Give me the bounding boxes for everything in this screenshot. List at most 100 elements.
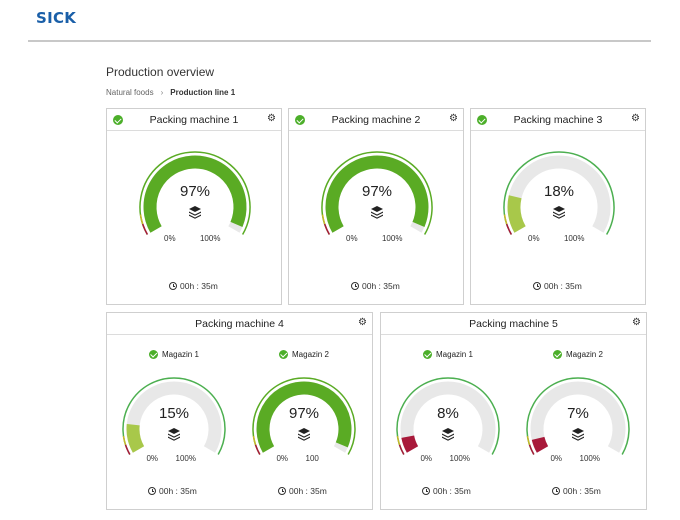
timer-text: 00h : 35m <box>180 281 218 291</box>
clock-icon <box>169 282 177 290</box>
magazin-name: Magazin 2 <box>566 350 603 359</box>
gauge <box>396 377 500 455</box>
status-ok-icon <box>279 350 288 359</box>
gauge <box>139 151 251 235</box>
settings-gear-icon[interactable]: ⚙ <box>631 113 640 124</box>
layers-icon <box>552 205 568 221</box>
gauge-value-arc <box>126 424 145 453</box>
clock-icon <box>278 487 286 495</box>
gauge-mid-zone <box>503 214 508 225</box>
machine-card: Packing machine 1 ⚙ 97% 0% 100% 00h : 35m <box>106 108 282 305</box>
gauge-percent: 8% <box>437 405 459 422</box>
status-ok-icon <box>149 350 158 359</box>
layers-icon <box>297 427 313 443</box>
layers-icon <box>441 427 457 443</box>
timer: 00h : 35m <box>278 486 327 496</box>
settings-gear-icon[interactable]: ⚙ <box>358 317 367 328</box>
gauge-mid-zone <box>396 435 401 445</box>
gauge-outer-ring <box>321 151 433 235</box>
gauge-percent: 7% <box>567 405 589 422</box>
gauge-mid-zone <box>139 214 144 225</box>
gauge <box>526 377 630 455</box>
gauge-max-label: 100 <box>305 453 319 463</box>
machine-card: Packing machine 2 ⚙ 97% 0% 100% 00h : 35m <box>288 108 464 305</box>
clock-icon <box>422 487 430 495</box>
gauge <box>252 377 356 455</box>
gauge-min-label: 0% <box>528 233 540 243</box>
timer-text: 00h : 35m <box>433 486 471 496</box>
gauge-outer-ring <box>252 377 356 455</box>
gauge-value-arc <box>507 195 526 233</box>
magazin-name: Magazin 2 <box>292 350 329 359</box>
card-title: Packing machine 5 <box>469 318 558 330</box>
magazin-label: Magazin 2 <box>279 350 329 359</box>
status-ok-icon <box>477 115 487 125</box>
magazin-label: Magazin 1 <box>149 350 199 359</box>
card-title: Packing machine 3 <box>513 114 603 126</box>
layers-icon <box>370 205 386 221</box>
timer: 00h : 35m <box>148 486 197 496</box>
clock-icon <box>148 487 156 495</box>
breadcrumb: Natural foods › Production line 1 <box>106 88 235 97</box>
gauge <box>503 151 615 235</box>
gauge-low-zone <box>141 223 149 235</box>
gauge-percent: 18% <box>543 183 575 200</box>
gauge-outer-ring <box>526 377 630 455</box>
timer: 00h : 35m <box>422 486 471 496</box>
layers-icon <box>188 205 204 221</box>
card-header: Packing machine 3 ⚙ <box>471 109 645 131</box>
gauge-track <box>400 381 496 453</box>
gauge-track <box>530 381 626 453</box>
sick-logo[interactable]: SICK <box>36 9 77 27</box>
gauge-min-label: 0% <box>346 233 358 243</box>
layers-icon <box>571 427 587 443</box>
gauge <box>122 377 226 455</box>
timer-text: 00h : 35m <box>289 486 327 496</box>
gauge-value-arc <box>143 155 247 233</box>
status-ok-icon <box>553 350 562 359</box>
clock-icon <box>533 282 541 290</box>
settings-gear-icon[interactable]: ⚙ <box>449 113 458 124</box>
gauge-min-label: 0% <box>276 453 289 463</box>
gauge-min-label: 0% <box>420 453 433 463</box>
timer: 00h : 35m <box>552 486 601 496</box>
top-bar: SICK <box>0 0 680 42</box>
magazin-name: Magazin 1 <box>162 350 199 359</box>
timer-text: 00h : 35m <box>544 281 582 291</box>
settings-gear-icon[interactable]: ⚙ <box>632 317 641 328</box>
gauge <box>321 151 433 235</box>
gauge-value-arc <box>401 435 419 453</box>
gauge-max-label: 100% <box>175 453 196 463</box>
settings-gear-icon[interactable]: ⚙ <box>267 113 276 124</box>
card-header: Packing machine 5 ⚙ <box>381 313 646 335</box>
status-ok-icon <box>295 115 305 125</box>
clock-icon <box>351 282 359 290</box>
gauge-percent: 97% <box>288 405 320 422</box>
gauge-min-label: 0% <box>146 453 159 463</box>
timer: 00h : 35m <box>533 281 582 291</box>
magazin-label: Magazin 1 <box>423 350 473 359</box>
timer-text: 00h : 35m <box>362 281 400 291</box>
card-header: Packing machine 1 ⚙ <box>107 109 281 131</box>
gauge-mid-zone <box>321 214 326 225</box>
gauge-percent: 97% <box>179 183 211 200</box>
card-title: Packing machine 1 <box>149 114 239 126</box>
gauge-low-zone <box>398 444 405 455</box>
gauge-max-label: 100% <box>449 453 470 463</box>
gauge-low-zone <box>254 444 261 455</box>
gauge-percent: 15% <box>158 405 190 422</box>
gauge-max-label: 100% <box>563 233 585 243</box>
layers-icon <box>167 427 183 443</box>
gauge-low-zone <box>505 223 513 235</box>
card-header: Packing machine 2 ⚙ <box>289 109 463 131</box>
timer-text: 00h : 35m <box>563 486 601 496</box>
gauge-outer-ring <box>122 377 226 455</box>
gauge-outer-ring <box>139 151 251 235</box>
gauge-low-zone <box>528 444 535 455</box>
card-header: Packing machine 4 ⚙ <box>107 313 372 335</box>
gauge-outer-ring <box>503 151 615 235</box>
gauge-percent: 97% <box>361 183 393 200</box>
breadcrumb-parent[interactable]: Natural foods <box>106 88 154 97</box>
gauge-max-label: 100% <box>579 453 600 463</box>
gauge-outer-ring <box>396 377 500 455</box>
